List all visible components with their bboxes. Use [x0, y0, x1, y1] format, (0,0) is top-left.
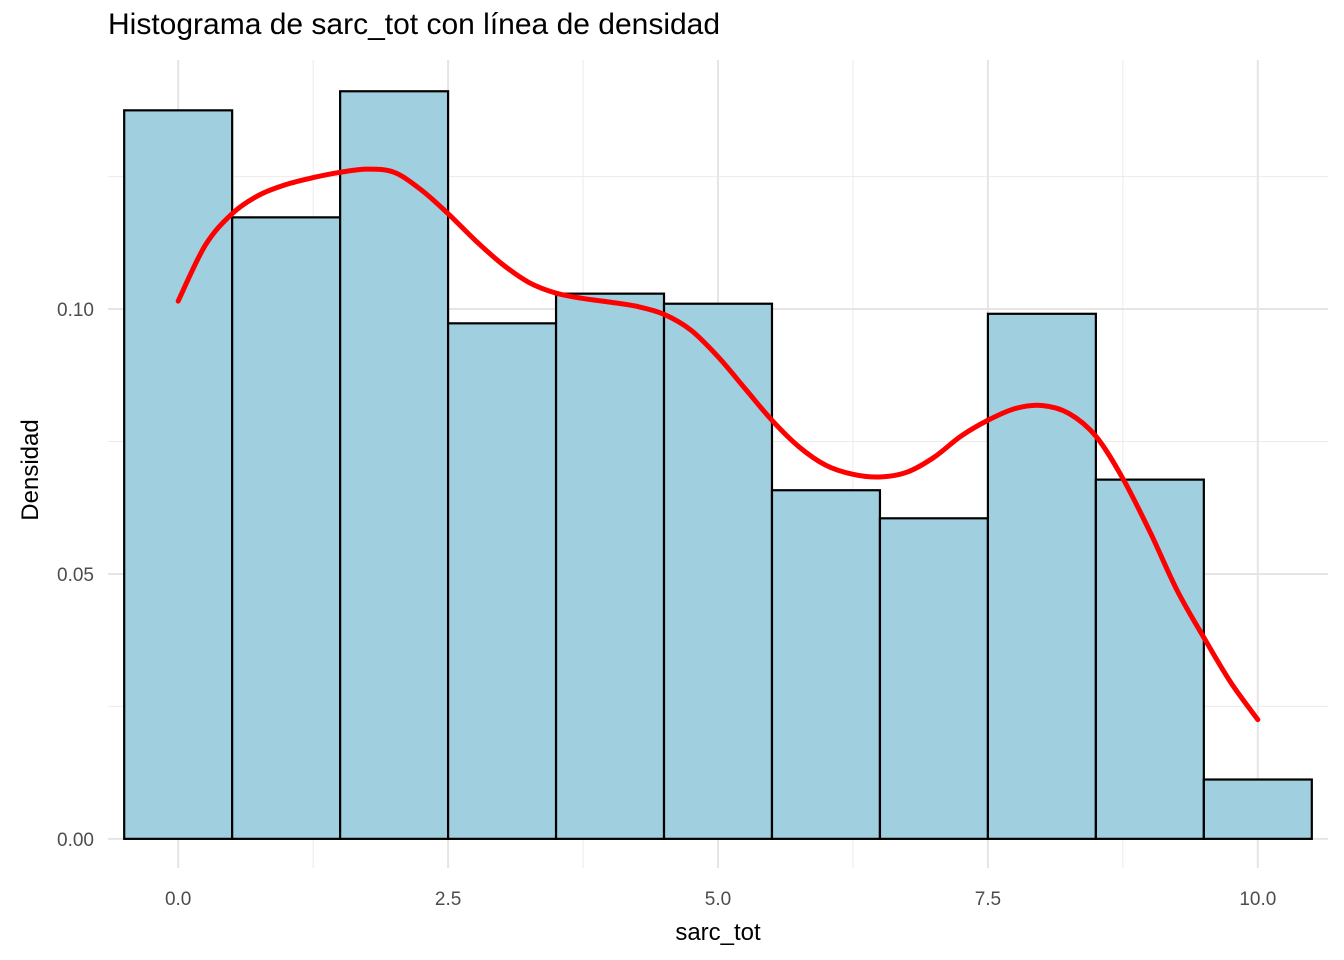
histogram-bar	[1202, 778, 1313, 840]
x-axis-title: sarc_tot	[675, 919, 761, 946]
x-axis-tick-labels: 0.0 2.5 5.0 7.5 10.0	[165, 889, 1276, 910]
histogram-bar	[878, 517, 990, 840]
histogram-bar	[123, 109, 234, 840]
histogram-bar	[1094, 478, 1205, 840]
y-tick-label: 0.10	[57, 300, 94, 321]
density-line	[175, 166, 1261, 723]
y-axis-tick-labels: 0.00 0.05 0.10	[57, 300, 94, 851]
histogram-bar	[770, 489, 882, 840]
x-tick-label: 0.0	[165, 889, 191, 910]
histogram-bar	[554, 292, 666, 840]
y-tick-label: 0.00	[57, 830, 94, 851]
x-tick-label: 10.0	[1239, 889, 1276, 910]
y-axis-title: Densidad	[17, 419, 44, 520]
histogram-bar	[231, 216, 342, 840]
histogram-bars	[123, 90, 1313, 840]
x-tick-label: 5.0	[705, 889, 731, 910]
x-tick-label: 7.5	[975, 889, 1001, 910]
y-tick-label: 0.05	[57, 565, 94, 586]
histogram-bar	[446, 322, 558, 840]
histogram-bar	[662, 302, 774, 840]
x-tick-label: 2.5	[435, 889, 461, 910]
chart-title: Histograma de sarc_tot con línea de dens…	[108, 8, 721, 41]
histogram-bar	[986, 312, 1097, 840]
histogram-bar	[339, 90, 450, 840]
